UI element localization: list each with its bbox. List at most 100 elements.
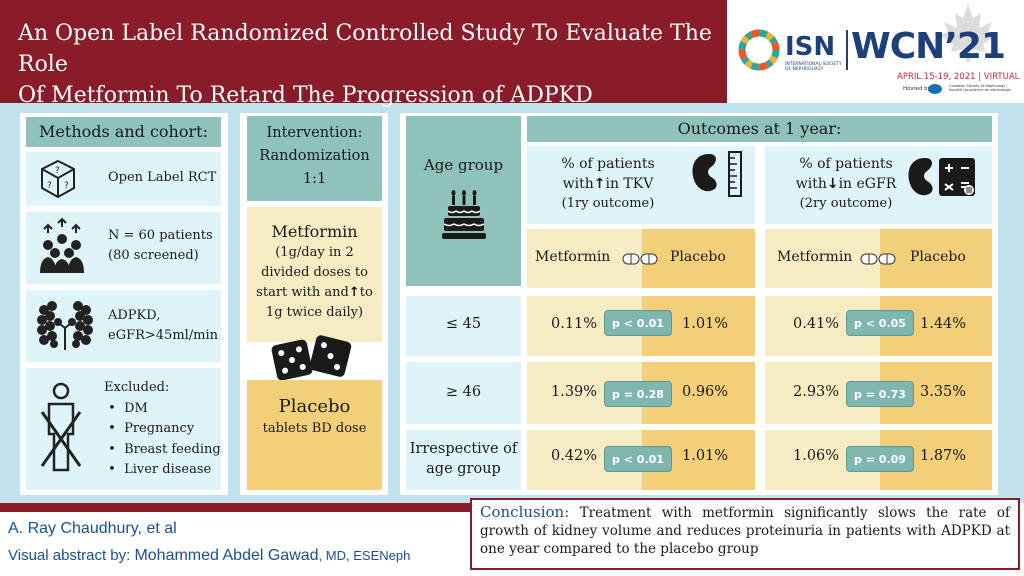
randomization-ratio: 1:1 [302, 171, 327, 187]
csn-logo-icon [928, 84, 942, 94]
isn-subtext: INTERNATIONAL SOCIETY OF NEPHROLOGY [785, 62, 842, 72]
dose-line-4: 1g twice daily) [265, 305, 364, 320]
tkv-p-value: p < 0.01 [604, 446, 672, 472]
randomization-label: Randomization [259, 148, 370, 164]
maple-leaf-icon [939, 4, 997, 62]
host-org-text: Canadian Society of Nephrology / Société… [949, 84, 1011, 92]
question-cube-icon: ? ? ? [41, 159, 75, 199]
title-line-1: An Open Label Randomized Controlled Stud… [18, 21, 712, 77]
dose-line-2: divided doses to [261, 265, 368, 280]
table-row: Irrespective of age group [406, 430, 521, 490]
isn-text: ISN [785, 32, 836, 62]
tkv-line-2a: with [562, 176, 594, 192]
dose-line-3a: start with and [256, 285, 349, 300]
header-banner: An Open Label Randomized Controlled Stud… [0, 0, 727, 108]
excluded-item: • Breast feeding [104, 441, 221, 457]
tkv-placebo-label: Placebo [670, 249, 726, 265]
conference-logo: ISN INTERNATIONAL SOCIETY OF NEPHROLOGY … [727, 0, 1024, 103]
dice-icon [271, 335, 352, 381]
tkv-placebo-value: 0.96% [682, 384, 729, 400]
sample-text: N = 60 patients (80 screened) [108, 226, 213, 266]
conclusion-label: Conclusion: [480, 503, 570, 521]
pills-icon [860, 253, 896, 265]
egfr-metformin-label: Metformin [777, 249, 853, 265]
sample-card: N = 60 patients (80 screened) [26, 212, 221, 284]
egfr-line-1: % of patients [799, 156, 893, 172]
tkv-metformin-value: 0.11% [551, 316, 598, 332]
egfr-metformin-value: 2.93% [793, 384, 840, 400]
methods-title: Methods and cohort: [26, 117, 221, 147]
screened-count: (80 screened) [108, 248, 199, 263]
svg-text:?: ? [64, 181, 69, 191]
tkv-line-1: % of patients [561, 156, 655, 172]
age-cell: ≤ 45 [445, 316, 482, 332]
sample-size: N = 60 patients [108, 228, 213, 243]
kidney-calculator-icon [908, 158, 975, 196]
isn-ring-icon [738, 29, 780, 71]
conclusion-box: Conclusion: Treatment with metformin sig… [470, 498, 1020, 570]
dose-line-1: (1g/day in 2 [275, 245, 354, 260]
age-cell: ≥ 46 [445, 384, 482, 400]
outcomes-title: Outcomes at 1 year: [527, 116, 992, 142]
egfr-metformin-value: 1.06% [793, 448, 840, 464]
egfr-line-2a: with [795, 176, 827, 192]
inclusion-card: ADPKD, eGFR>45ml/min [26, 290, 221, 362]
design-card: ? ? ? Open Label RCT [26, 152, 221, 206]
egfr-metformin-value: 0.41% [793, 316, 840, 332]
placebo-arm: Placebo tablets BD dose [247, 380, 382, 490]
intervention-header: Intervention: Randomization 1:1 [247, 116, 382, 201]
tkv-line-2b: in TKV [605, 176, 654, 192]
tkv-line-2: with↑in TKV [533, 174, 683, 194]
excluded-breastfeeding: Breast feeding [124, 441, 221, 457]
tkv-line-3: (1ry outcome) [561, 196, 655, 211]
age-cell-line-2: age group [426, 461, 501, 477]
dose-line-3: start with and↑to [247, 283, 382, 303]
va-label: Visual abstract by: [8, 547, 135, 564]
egfr-line-2b: in eGFR [838, 176, 897, 192]
tkv-p-value: p = 0.28 [604, 381, 672, 407]
placebo-title: Placebo [278, 396, 351, 417]
tkv-placebo-value: 1.01% [682, 316, 729, 332]
va-suffix: , MD, ESENeph [318, 548, 411, 563]
metformin-title: Metformin [271, 222, 358, 241]
pills-icon [622, 253, 658, 265]
conference-dates: APRIL 15-19, 2021 | VIRTUAL [897, 72, 1020, 82]
egfr-placebo-head: Placebo [880, 229, 992, 288]
tkv-header: % of patients with↑in TKV (1ry outcome) [527, 146, 755, 224]
inclusion-egfr: eGFR>45ml/min [108, 328, 219, 343]
metformin-arm: Metformin (1g/day in 2 divided doses to … [247, 207, 382, 342]
arrow-up-icon: ↑ [348, 285, 360, 300]
egfr-placebo-value: 3.35% [920, 384, 967, 400]
egfr-placebo-cell: 3.35% [880, 362, 992, 424]
table-row: ≥ 46 [406, 362, 521, 424]
excluded-person-icon [40, 382, 82, 472]
tkv-metformin-label: Metformin [535, 249, 611, 265]
excluded-item: • Liver disease [104, 462, 212, 477]
egfr-placebo-value: 1.87% [920, 448, 967, 464]
inclusion-disease: ADPKD, [108, 308, 161, 323]
tkv-metformin-value: 0.42% [551, 448, 598, 464]
tkv-placebo-value: 1.01% [682, 448, 729, 464]
placebo-desc: tablets BD dose [262, 421, 367, 436]
va-name: Mohammed Abdel Gawad [134, 547, 319, 564]
excluded-item: • DM [104, 400, 148, 416]
egfr-header-text: % of patients with↓in eGFR (2ry outcome) [771, 154, 921, 214]
tkv-metformin-value: 1.39% [551, 384, 598, 400]
egfr-p-value: p = 0.09 [846, 446, 914, 472]
exclusion-list: Excluded: • DM • Pregnancy • Breast feed… [104, 378, 221, 481]
table-row: ≤ 45 [406, 296, 521, 356]
excluded-liver: Liver disease [124, 462, 212, 477]
author-credit: A. Ray Chaudhury, et al [8, 520, 177, 537]
age-cell-line-1: Irrespective of [409, 441, 518, 457]
arrow-up-icon: ↑ [593, 176, 606, 192]
egfr-placebo-value: 1.44% [920, 316, 967, 332]
page-title: An Open Label Randomized Controlled Stud… [18, 18, 718, 111]
footer-accent-bar [0, 503, 490, 512]
egfr-p-value: p < 0.05 [846, 310, 914, 336]
wcn-text: WCN’21 [851, 26, 1006, 67]
excluded-dm: DM [124, 400, 148, 416]
inclusion-text: ADPKD, eGFR>45ml/min [108, 306, 218, 346]
egfr-line-2: with↓in eGFR [771, 174, 921, 194]
polycystic-kidneys-icon [37, 301, 93, 350]
birthday-cake-icon [442, 190, 486, 239]
